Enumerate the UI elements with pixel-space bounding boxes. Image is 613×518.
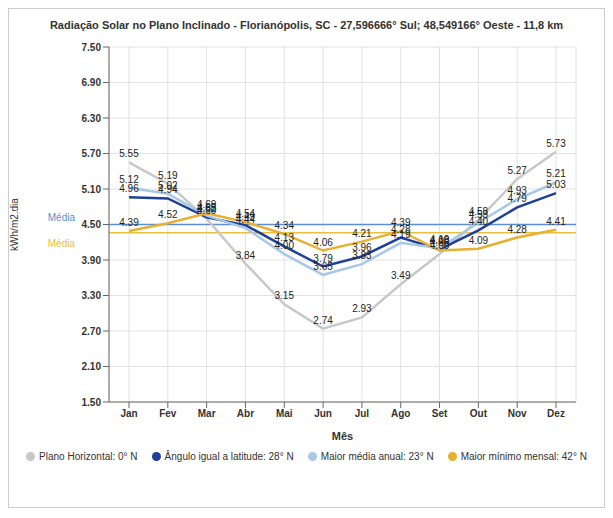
svg-text:4.93: 4.93 xyxy=(507,185,527,196)
svg-text:4.96: 4.96 xyxy=(119,183,139,194)
svg-text:5.73: 5.73 xyxy=(546,138,566,149)
svg-text:Dez: Dez xyxy=(547,408,565,419)
svg-text:6.90: 6.90 xyxy=(82,77,102,88)
html-text:Maior mínimo mensal: 42° N: Maior mínimo mensal: 42° N xyxy=(460,451,587,462)
svg-text:5.03: 5.03 xyxy=(546,179,566,190)
svg-text:3.96: 3.96 xyxy=(352,242,372,254)
svg-text:kWh/m2.dia: kWh/m2.dia xyxy=(9,198,20,251)
svg-text:Jan: Jan xyxy=(120,408,137,419)
svg-text:5.70: 5.70 xyxy=(82,148,102,159)
svg-text:4.39: 4.39 xyxy=(119,217,139,228)
svg-text:4.41: 4.41 xyxy=(546,216,566,227)
svg-text:Out: Out xyxy=(470,408,488,419)
svg-text:3.79: 3.79 xyxy=(313,252,333,264)
svg-text:3.49: 3.49 xyxy=(391,270,411,281)
svg-text:Set: Set xyxy=(432,408,448,419)
svg-text:4.00: 4.00 xyxy=(275,240,295,251)
svg-text:3.30: 3.30 xyxy=(82,290,102,301)
svg-text:4.69: 4.69 xyxy=(197,199,217,210)
svg-text:5.55: 5.55 xyxy=(119,148,139,159)
svg-text:3.84: 3.84 xyxy=(236,250,256,261)
svg-text:2.93: 2.93 xyxy=(352,303,372,314)
svg-text:Jun: Jun xyxy=(314,408,332,419)
svg-text:5.10: 5.10 xyxy=(82,184,102,195)
svg-text:4.52: 4.52 xyxy=(158,209,178,220)
svg-text:Média: Média xyxy=(48,238,76,249)
svg-text:7.50: 7.50 xyxy=(82,42,102,53)
svg-text:5.27: 5.27 xyxy=(507,165,527,176)
svg-text:2.10: 2.10 xyxy=(82,361,102,372)
html-text:Ângulo igual a latitude: 28° N: Ângulo igual a latitude: 28° N xyxy=(164,451,294,462)
svg-text:4.39: 4.39 xyxy=(391,217,411,228)
svg-text:Abr: Abr xyxy=(237,408,254,419)
svg-text:5.19: 5.19 xyxy=(158,169,178,181)
svg-text:3.90: 3.90 xyxy=(82,255,102,266)
svg-text:Média: Média xyxy=(48,212,76,223)
svg-text:2.74: 2.74 xyxy=(313,315,333,326)
svg-text:2.70: 2.70 xyxy=(82,326,102,337)
svg-text:4.50: 4.50 xyxy=(82,219,102,230)
svg-text:Nov: Nov xyxy=(508,408,527,419)
svg-text:4.79: 4.79 xyxy=(507,193,527,205)
svg-text:4.54: 4.54 xyxy=(236,208,256,219)
svg-text:4.13: 4.13 xyxy=(274,232,294,244)
svg-text:4.06: 4.06 xyxy=(313,237,333,248)
svg-text:3.65: 3.65 xyxy=(313,261,333,272)
svg-text:1.50: 1.50 xyxy=(82,397,102,408)
svg-text:Jul: Jul xyxy=(355,408,370,419)
svg-text:Fev: Fev xyxy=(159,408,177,419)
svg-text:4.44: 4.44 xyxy=(235,214,256,226)
svg-text:3.15: 3.15 xyxy=(275,290,295,301)
svg-text:5.02: 5.02 xyxy=(158,180,178,191)
svg-text:Mês: Mês xyxy=(332,430,353,442)
html-text:Radiação Solar no Plano Inclin: Radiação Solar no Plano Inclinado - Flor… xyxy=(49,19,564,31)
svg-text:4.19: 4.19 xyxy=(391,229,411,240)
svg-text:Mai: Mai xyxy=(276,408,293,419)
svg-text:Mar: Mar xyxy=(198,408,216,419)
html-text:Plano Horizontal: 0° N: Plano Horizontal: 0° N xyxy=(39,451,138,462)
svg-text:Ago: Ago xyxy=(391,408,410,419)
svg-text:4.28: 4.28 xyxy=(507,224,527,235)
svg-text:6.30: 6.30 xyxy=(82,113,102,124)
svg-text:4.40: 4.40 xyxy=(468,216,489,228)
svg-text:5.12: 5.12 xyxy=(119,174,139,185)
svg-text:4.53: 4.53 xyxy=(469,209,489,220)
svg-text:4.21: 4.21 xyxy=(352,228,372,239)
svg-text:4.09: 4.09 xyxy=(469,235,489,246)
svg-text:5.21: 5.21 xyxy=(546,168,566,179)
svg-text:3.83: 3.83 xyxy=(352,250,372,261)
svg-text:4.06: 4.06 xyxy=(430,237,450,248)
svg-text:4.34: 4.34 xyxy=(275,220,295,231)
html-text:Maior média anual: 23° N: Maior média anual: 23° N xyxy=(320,451,434,462)
